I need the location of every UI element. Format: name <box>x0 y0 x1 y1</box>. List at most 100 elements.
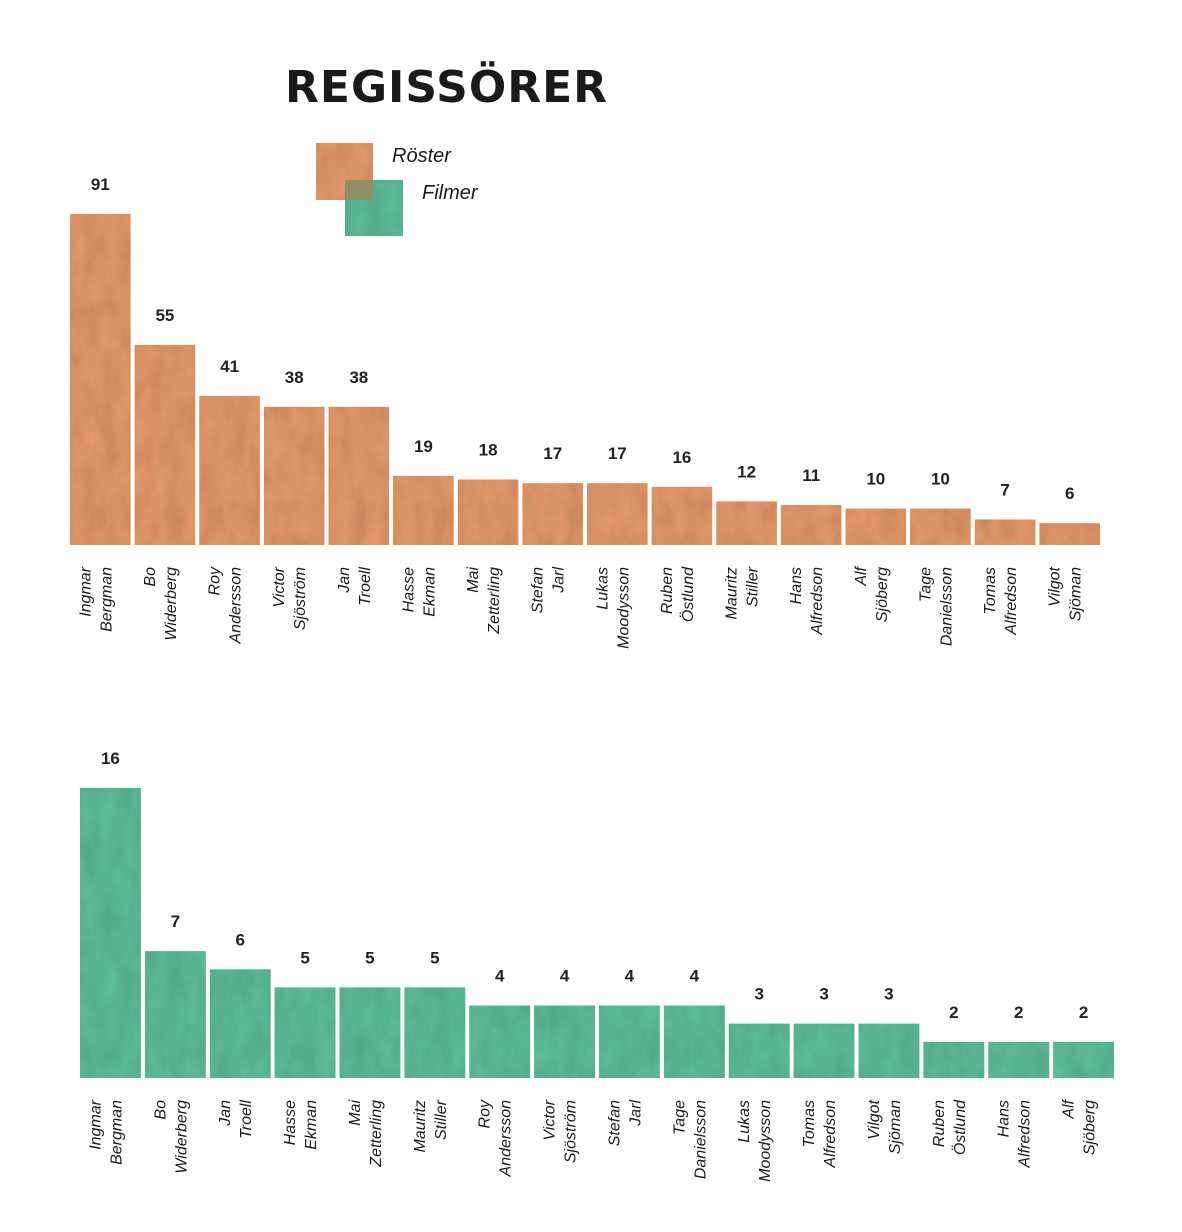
filmer-category-label: Ingmar Bergman <box>87 1099 125 1165</box>
roster-category-label: Hasse Ekman <box>400 567 438 617</box>
filmer-category-label-line: Sjöberg <box>1082 1100 1099 1155</box>
filmer-category-label: Lukas Moodysson <box>736 1100 774 1182</box>
roster-category-label-line: Stiller <box>745 566 762 607</box>
legend: Röster Filmer <box>316 143 479 236</box>
roster-category-label: Mai Zetterling <box>465 567 503 635</box>
roster-value-label: 18 <box>479 441 498 460</box>
filmer-bar <box>404 987 466 1078</box>
filmer-value-label: 2 <box>949 1003 958 1022</box>
roster-bar <box>70 214 131 545</box>
roster-value-label: 38 <box>285 368 304 387</box>
roster-bar <box>1039 523 1100 545</box>
filmer-category-label: Alf Sjöberg <box>1061 1098 1099 1155</box>
filmer-category-label: Hasse Ekman <box>282 1100 320 1150</box>
filmer-value-label: 4 <box>690 967 700 986</box>
roster-category-label-line: Tage <box>917 567 934 602</box>
filmer-category-label-line: Ruben <box>931 1100 948 1147</box>
filmer-value-label: 3 <box>819 985 828 1004</box>
roster-bar <box>910 508 971 545</box>
filmer-bar <box>858 1023 920 1078</box>
roster-category-label-line: Tomas <box>982 567 999 614</box>
roster-value-label: 6 <box>1065 484 1074 503</box>
filmer-category-label-line: Hasse <box>282 1100 299 1145</box>
legend-swatch-overlap <box>345 180 373 200</box>
filmer-bar <box>469 1005 531 1078</box>
filmer-category-label-line: Jan <box>217 1100 234 1127</box>
roster-category-label: Jan Troell <box>336 567 374 606</box>
roster-category-label-line: Bo <box>142 567 159 587</box>
roster-category-label-line: Jan <box>336 567 353 594</box>
filmer-value-label: 2 <box>1014 1003 1023 1022</box>
roster-category-label-line: Sjöman <box>1068 567 1085 621</box>
filmer-category-label-line: Moodysson <box>757 1100 774 1182</box>
filmer-category-label-line: Alf <box>1061 1098 1078 1119</box>
filmer-value-label: 7 <box>171 912 180 931</box>
roster-category-label: Stefan Jarl <box>530 567 568 614</box>
roster-category-label-line: Sjöström <box>292 567 309 630</box>
roster-bar <box>845 508 907 545</box>
roster-value-label: 7 <box>1000 481 1009 500</box>
roster-category-label-line: Troell <box>357 567 374 606</box>
filmer-category-label: Ruben Östlund <box>931 1099 969 1155</box>
roster-bar <box>328 406 390 545</box>
filmer-value-label: 5 <box>300 948 309 967</box>
filmer-category-label: Vilgot Sjöman <box>866 1099 904 1154</box>
roster-value-label: 17 <box>543 444 562 463</box>
filmer-category-label: Jan Troell <box>217 1100 255 1139</box>
roster-category-label: Mauritz Stiller <box>724 566 762 619</box>
roster-value-label: 10 <box>866 470 885 489</box>
chart-title: REGISSÖRER <box>285 60 608 113</box>
roster-category-label-line: Jarl <box>551 567 568 594</box>
filmer-category-label-line: Zetterling <box>368 1100 385 1168</box>
filmer-category-label-line: Victor <box>542 1099 559 1140</box>
roster-category-label-line: Danielsson <box>938 567 955 646</box>
roster-value-label: 10 <box>931 470 950 489</box>
filmer-value-label: 6 <box>235 930 244 949</box>
filmer-category-label-line: Östlund <box>951 1099 969 1155</box>
roster-category-label-line: Widerberg <box>163 567 180 641</box>
roster-bar <box>457 479 519 545</box>
roster-category-label-line: Victor <box>271 566 288 607</box>
filmer-category-label-line: Mauritz <box>412 1100 429 1152</box>
roster-category-label-line: Sjöberg <box>874 567 891 622</box>
roster-category-label-line: Alfredson <box>809 567 826 636</box>
filmer-category-label-line: Jarl <box>627 1100 644 1127</box>
filmer-category-label: Roy Andersson <box>477 1099 515 1178</box>
filmer-value-label: 3 <box>884 985 893 1004</box>
filmer-bar <box>209 969 271 1079</box>
filmer-category-label-line: Tage <box>671 1100 688 1135</box>
roster-category-label-line: Vilgot <box>1047 566 1064 606</box>
filmer-bar <box>663 1005 725 1078</box>
filmer-bar <box>923 1041 985 1079</box>
roster-category-label-line: Alfredson <box>1003 567 1020 636</box>
filmer-category-label: Tage Danielsson <box>671 1100 709 1179</box>
roster-value-label: 55 <box>155 306 174 325</box>
filmer-category-label-line: Alfredson <box>822 1100 839 1169</box>
roster-category-label-line: Hasse <box>400 567 417 612</box>
filmer-category-label-line: Tomas <box>801 1100 818 1147</box>
filmer-bar <box>599 1005 660 1078</box>
roster-value-label: 16 <box>672 448 691 467</box>
filmer-category-label: Hans Alfredson <box>996 1100 1034 1169</box>
filmer-value-label: 5 <box>430 948 439 967</box>
filmer-value-label: 3 <box>754 985 763 1004</box>
roster-bar <box>263 406 325 545</box>
roster-category-label-line: Ekman <box>421 567 438 617</box>
filmer-value-label: 4 <box>625 967 635 986</box>
filmer-category-label: Tomas Alfredson <box>801 1100 839 1169</box>
roster-category-label: Bo Widerberg <box>142 567 180 641</box>
roster-bar <box>716 501 777 545</box>
filmer-bar <box>534 1005 595 1078</box>
filmer-category-label-line: Mai <box>347 1100 364 1126</box>
roster-category-label: Hans Alfredson <box>788 567 826 636</box>
roster-category-label-line: Zetterling <box>486 567 503 635</box>
filmer-category-label-line: Sjöström <box>563 1100 580 1163</box>
roster-category-label: Tage Danielsson <box>917 567 955 646</box>
filmer-category-label-line: Sjöman <box>887 1100 904 1154</box>
filmer-bar <box>1053 1041 1114 1079</box>
filmer-category-label: Stefan Jarl <box>606 1100 644 1147</box>
filmer-category-label-line: Alfredson <box>1017 1100 1034 1169</box>
filmer-category-label-line: Stefan <box>606 1100 623 1146</box>
filmer-value-label: 5 <box>365 948 374 967</box>
legend-label-roster: Röster <box>392 145 452 167</box>
